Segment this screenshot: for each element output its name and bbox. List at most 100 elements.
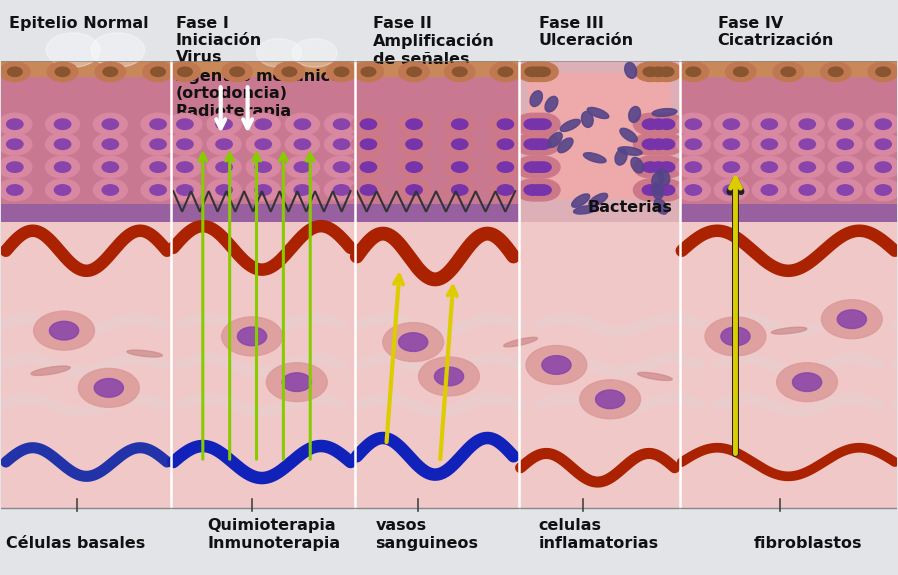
- Circle shape: [867, 156, 898, 178]
- Ellipse shape: [652, 109, 677, 116]
- Circle shape: [406, 119, 422, 129]
- Circle shape: [721, 327, 750, 346]
- Circle shape: [829, 67, 843, 76]
- Circle shape: [526, 113, 560, 135]
- Circle shape: [762, 162, 778, 172]
- Circle shape: [295, 185, 311, 195]
- Circle shape: [397, 179, 431, 201]
- Circle shape: [530, 139, 546, 150]
- Ellipse shape: [620, 128, 638, 142]
- Circle shape: [102, 185, 119, 195]
- Circle shape: [177, 119, 193, 129]
- Circle shape: [643, 62, 674, 82]
- Circle shape: [828, 113, 862, 135]
- Circle shape: [407, 67, 421, 76]
- Circle shape: [170, 62, 200, 82]
- Ellipse shape: [581, 112, 594, 128]
- Circle shape: [650, 185, 666, 195]
- Circle shape: [633, 133, 667, 155]
- Circle shape: [274, 62, 304, 82]
- Circle shape: [723, 185, 740, 195]
- Ellipse shape: [657, 169, 670, 185]
- Circle shape: [216, 185, 233, 195]
- Circle shape: [489, 156, 523, 178]
- Circle shape: [875, 139, 892, 150]
- Circle shape: [714, 133, 748, 155]
- Circle shape: [651, 67, 665, 76]
- Circle shape: [642, 119, 658, 129]
- Circle shape: [799, 139, 815, 150]
- Circle shape: [723, 119, 740, 129]
- Circle shape: [515, 156, 550, 178]
- Circle shape: [777, 363, 838, 401]
- Circle shape: [56, 67, 70, 76]
- Circle shape: [6, 119, 23, 129]
- Ellipse shape: [589, 193, 608, 206]
- Circle shape: [399, 62, 429, 82]
- Circle shape: [286, 179, 320, 201]
- Circle shape: [222, 62, 252, 82]
- Circle shape: [406, 139, 422, 150]
- Ellipse shape: [558, 138, 573, 153]
- Circle shape: [333, 185, 349, 195]
- Ellipse shape: [584, 153, 606, 163]
- Circle shape: [93, 156, 128, 178]
- Circle shape: [103, 67, 118, 76]
- Circle shape: [678, 62, 709, 82]
- Circle shape: [521, 179, 555, 201]
- Circle shape: [714, 179, 748, 201]
- Circle shape: [93, 113, 128, 135]
- Circle shape: [650, 139, 666, 150]
- Circle shape: [867, 113, 898, 135]
- Circle shape: [452, 139, 468, 150]
- Circle shape: [7, 67, 22, 76]
- Ellipse shape: [615, 149, 627, 165]
- Circle shape: [686, 67, 700, 76]
- Text: Quimioterapia
Inmunoterapia: Quimioterapia Inmunoterapia: [207, 518, 340, 551]
- Ellipse shape: [655, 199, 668, 214]
- Circle shape: [177, 185, 193, 195]
- Circle shape: [255, 139, 271, 150]
- Circle shape: [753, 113, 787, 135]
- Circle shape: [649, 156, 683, 178]
- Ellipse shape: [638, 373, 673, 381]
- Circle shape: [0, 179, 31, 201]
- Circle shape: [651, 62, 682, 82]
- Circle shape: [324, 179, 358, 201]
- Circle shape: [658, 162, 674, 172]
- Circle shape: [452, 119, 468, 129]
- Circle shape: [517, 62, 548, 82]
- Circle shape: [177, 162, 193, 172]
- Circle shape: [286, 113, 320, 135]
- Circle shape: [445, 62, 475, 82]
- Circle shape: [868, 62, 898, 82]
- Circle shape: [46, 156, 80, 178]
- Circle shape: [151, 67, 165, 76]
- Circle shape: [453, 67, 467, 76]
- Circle shape: [93, 133, 128, 155]
- Text: vasos
sanguineos: vasos sanguineos: [375, 518, 479, 551]
- Circle shape: [633, 156, 667, 178]
- Circle shape: [49, 321, 79, 340]
- Circle shape: [324, 156, 358, 178]
- Circle shape: [94, 378, 123, 397]
- Circle shape: [334, 67, 349, 76]
- Circle shape: [753, 156, 787, 178]
- Ellipse shape: [652, 171, 664, 187]
- Bar: [2, 222, 896, 508]
- Text: Fase IV
Cicatrización: Fase IV Cicatrización: [718, 16, 834, 48]
- Circle shape: [489, 179, 523, 201]
- Circle shape: [267, 363, 327, 401]
- Circle shape: [876, 67, 891, 76]
- Circle shape: [535, 139, 551, 150]
- Circle shape: [828, 179, 862, 201]
- Text: Fase II
Amplificación
de señales: Fase II Amplificación de señales: [373, 16, 495, 67]
- Circle shape: [95, 62, 126, 82]
- Circle shape: [333, 139, 349, 150]
- Ellipse shape: [574, 206, 598, 214]
- Circle shape: [6, 139, 23, 150]
- Circle shape: [641, 156, 675, 178]
- Circle shape: [521, 156, 555, 178]
- Circle shape: [46, 133, 80, 155]
- Circle shape: [867, 179, 898, 201]
